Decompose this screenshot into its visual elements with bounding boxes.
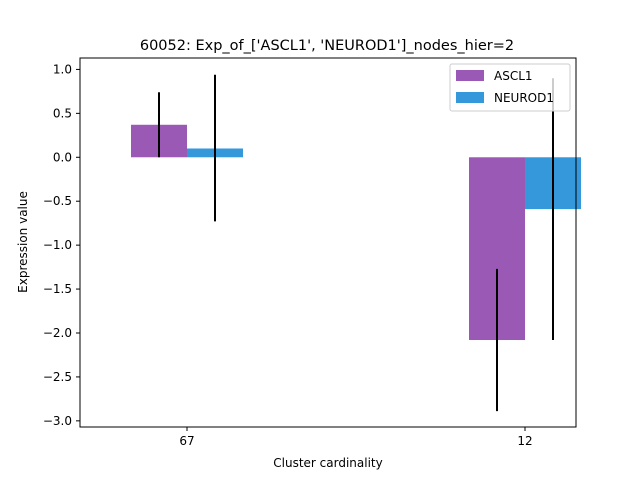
x-axis: 67 12: [179, 427, 533, 448]
y-tick-label: 0.5: [53, 106, 72, 120]
x-tick-label: 12: [517, 434, 532, 448]
y-tick-label: −1.5: [43, 282, 72, 296]
y-axis-label: Expression value: [16, 191, 30, 293]
y-tick-label: 1.0: [53, 62, 72, 76]
y-tick-label: −2.0: [43, 326, 72, 340]
x-tick-label: 67: [179, 434, 194, 448]
y-tick-label: −2.5: [43, 370, 72, 384]
y-tick-label: −0.5: [43, 194, 72, 208]
legend-swatch-ascl1: [456, 70, 484, 81]
legend-label-neurod1: NEUROD1: [494, 91, 554, 105]
chart-title: 60052: Exp_of_['ASCL1', 'NEUROD1']_nodes…: [140, 38, 514, 54]
legend-label-ascl1: ASCL1: [494, 69, 533, 83]
y-tick-label: 0.0: [53, 150, 72, 164]
y-axis: 1.0 0.5 0.0 −0.5 −1.0 −1.5 −2.0 −2.5 −3.0: [43, 62, 80, 428]
y-tick-label: −1.0: [43, 238, 72, 252]
legend: ASCL1 NEUROD1: [449, 63, 571, 112]
y-tick-label: −3.0: [43, 414, 72, 428]
plot-frame: [79, 57, 577, 428]
bars-layer: [131, 124, 581, 341]
error-bars-layer: [158, 74, 554, 412]
x-axis-label: Cluster cardinality: [273, 456, 382, 470]
legend-swatch-neurod1: [456, 92, 484, 103]
